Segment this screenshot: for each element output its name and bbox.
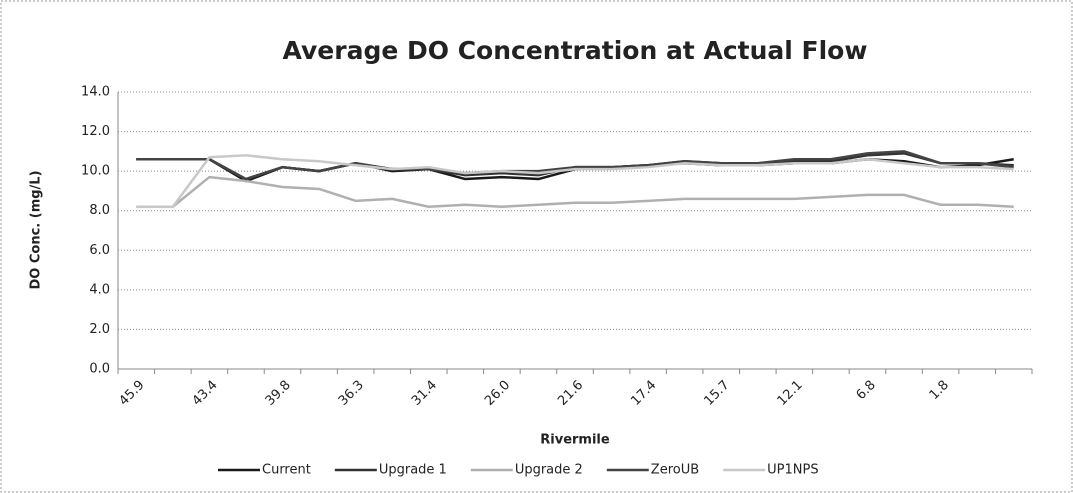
legend-label: Current (262, 463, 311, 478)
y-tick-label: 2.0 (89, 322, 110, 337)
legend-label: Upgrade 1 (379, 463, 447, 478)
y-tick-label: 12.0 (81, 124, 110, 139)
legend-label: UP1NPS (767, 463, 818, 478)
chart-title: Average DO Concentration at Actual Flow (283, 36, 868, 65)
legend-label: Upgrade 2 (515, 463, 583, 478)
y-tick-label: 10.0 (81, 164, 110, 179)
y-tick-label: 0.0 (89, 362, 110, 377)
series-line (136, 175, 1014, 209)
y-axis-title: DO Conc. (mg/L) (29, 170, 44, 289)
y-tick-label: 4.0 (89, 282, 110, 297)
series-line (136, 150, 1014, 181)
y-tick-label: 8.0 (89, 203, 110, 218)
series-line (136, 154, 1014, 209)
x-axis-title: Rivermile (540, 433, 610, 448)
y-tick-label: 14.0 (81, 85, 110, 100)
legend-label: ZeroUB (651, 463, 699, 478)
y-tick-label: 6.0 (89, 243, 110, 258)
